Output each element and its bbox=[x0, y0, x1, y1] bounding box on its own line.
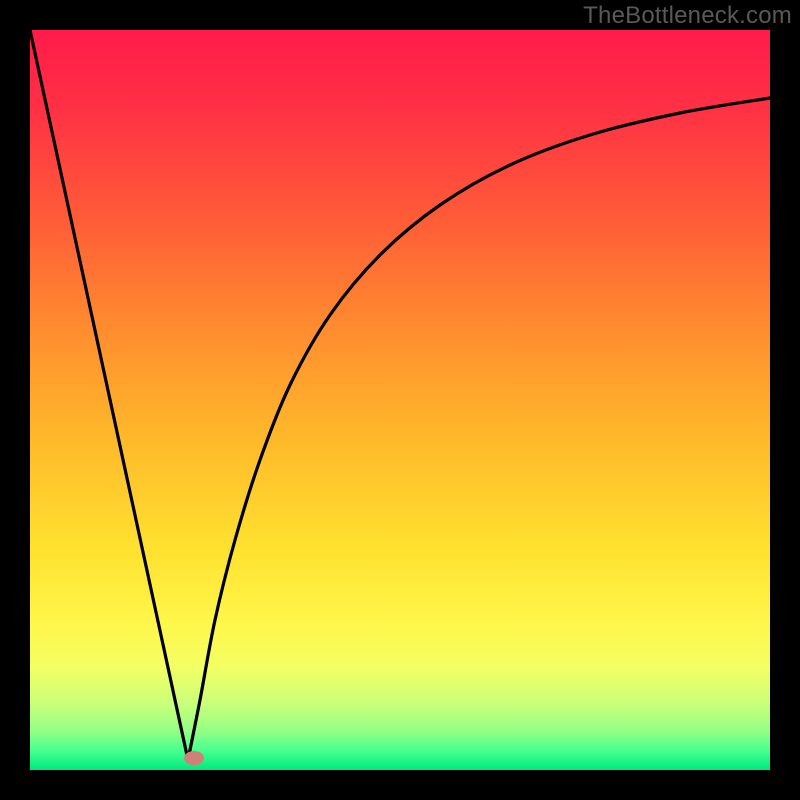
watermark-text: TheBottleneck.com bbox=[583, 2, 792, 30]
trough-marker bbox=[184, 751, 204, 765]
chart-svg bbox=[0, 0, 800, 800]
bottleneck-chart: TheBottleneck.com bbox=[0, 0, 800, 800]
plot-background bbox=[30, 30, 770, 770]
